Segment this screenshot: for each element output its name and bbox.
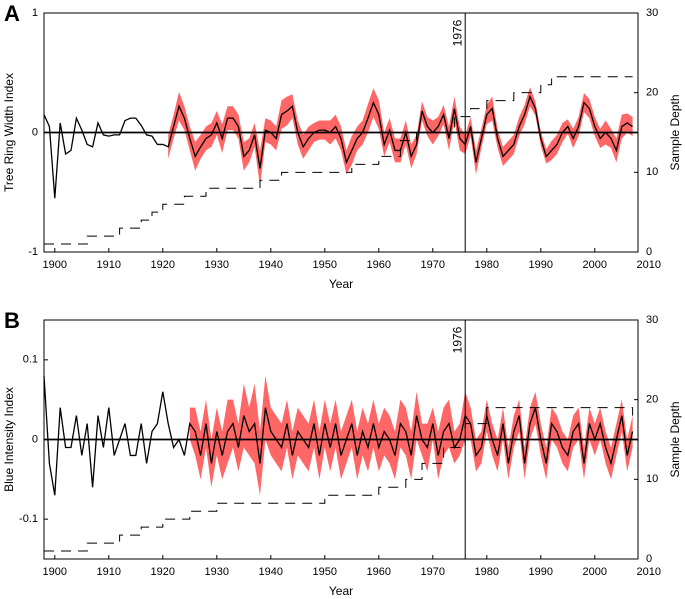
x-tick-label: 1920 (151, 259, 175, 271)
x-tick-label: 1910 (97, 259, 121, 271)
x-tick-label: 1930 (205, 566, 229, 578)
x-tick-label: 2010 (637, 259, 661, 271)
x-tick-label: 1990 (529, 566, 553, 578)
x-tick-label: 1930 (205, 259, 229, 271)
x-tick-label: 1950 (313, 566, 337, 578)
x-tick-label: 1920 (151, 566, 175, 578)
x-tick-label: 1980 (475, 566, 499, 578)
x-tick-label: 1970 (421, 566, 445, 578)
y2-tick-label: 30 (646, 314, 658, 326)
reference-label: 1976 (450, 326, 464, 353)
panel-label: A (4, 1, 20, 26)
sample-depth-line (44, 407, 634, 552)
x-tick-label: 1990 (529, 259, 553, 271)
y2-axis-title: Sample Depth (668, 401, 682, 477)
uncertainty-band (189, 375, 633, 496)
y2-tick-label: 30 (646, 7, 658, 19)
y-tick-label: 0.1 (23, 354, 38, 366)
y2-tick-label: 10 (646, 473, 658, 485)
x-tick-label: 1980 (475, 259, 499, 271)
x-tick-label: 1940 (259, 259, 283, 271)
y-axis-title: Tree Ring Width Index (2, 73, 16, 192)
x-tick-label: 1970 (421, 259, 445, 271)
y2-tick-label: 0 (646, 246, 652, 258)
y2-tick-label: 20 (646, 394, 658, 406)
x-tick-label: 1940 (259, 566, 283, 578)
uncertainty-band (168, 87, 633, 187)
y2-axis-title: Sample Depth (668, 94, 682, 170)
index-line (43, 94, 633, 199)
x-tick-label: 2010 (637, 566, 661, 578)
x-tick-label: 1910 (97, 566, 121, 578)
y-axis-title: Blue Intensity Index (2, 387, 16, 492)
panel-label: B (4, 308, 20, 333)
y-tick-label: -0.1 (19, 513, 38, 525)
x-tick-label: 1900 (43, 259, 67, 271)
y-tick-label: -1 (28, 246, 38, 258)
y-tick-label: 1 (32, 7, 38, 19)
y-tick-label: 0 (32, 126, 38, 138)
x-axis-title: Year (329, 584, 353, 598)
x-tick-label: 1900 (43, 566, 67, 578)
x-tick-label: 1950 (313, 259, 337, 271)
y-tick-label: 0 (32, 433, 38, 445)
x-tick-label: 1960 (367, 259, 391, 271)
x-axis-title: Year (329, 277, 353, 291)
sample-depth-line (44, 76, 633, 245)
x-tick-label: 1960 (367, 566, 391, 578)
y2-tick-label: 0 (646, 553, 652, 565)
x-tick-label: 2000 (583, 566, 607, 578)
x-tick-label: 2000 (583, 259, 607, 271)
reference-label: 1976 (450, 19, 464, 46)
y2-tick-label: 10 (646, 166, 658, 178)
y2-tick-label: 20 (646, 87, 658, 99)
index-line (43, 375, 634, 496)
